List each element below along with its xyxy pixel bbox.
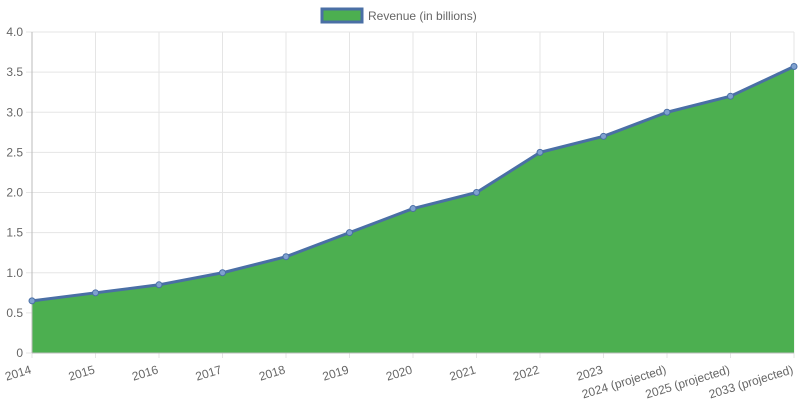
x-tick-label: 2022: [511, 362, 541, 383]
data-point[interactable]: [219, 269, 226, 277]
x-tick-label: 2017: [194, 362, 224, 383]
data-point[interactable]: [346, 229, 353, 237]
data-point[interactable]: [536, 148, 544, 156]
legend-label[interactable]: Revenue (in billions): [368, 9, 477, 23]
y-tick-label: 0: [16, 346, 23, 360]
data-point[interactable]: [282, 253, 290, 261]
x-tick-label: 2018: [257, 362, 287, 383]
point-layer: [28, 63, 798, 305]
y-tick-label: 1.0: [6, 266, 23, 280]
y-tick-label: 1.5: [6, 226, 23, 240]
legend-swatch[interactable]: [320, 7, 364, 24]
data-point[interactable]: [473, 189, 480, 196]
x-tick-label: 2014: [3, 362, 33, 383]
x-tick-label: 2019: [321, 362, 351, 383]
legend[interactable]: Revenue (in billions): [320, 7, 477, 24]
y-tick-label: 2.0: [6, 186, 23, 200]
x-tick-label: 2023: [575, 362, 605, 383]
x-tick-label: 2021: [448, 362, 478, 383]
y-tick-label: 3.5: [6, 65, 23, 79]
x-tick-label: 2020: [384, 362, 414, 383]
x-tick-label: 2016: [130, 362, 160, 383]
y-tick-label: 2.5: [6, 145, 23, 159]
data-point[interactable]: [727, 92, 734, 100]
data-point[interactable]: [155, 281, 163, 289]
data-point[interactable]: [28, 297, 36, 305]
y-tick-label: 3.0: [6, 105, 23, 119]
x-tick-label: 2015: [67, 362, 97, 383]
y-tick-label: 0.5: [6, 306, 23, 320]
data-point[interactable]: [92, 289, 99, 297]
data-point[interactable]: [663, 108, 671, 116]
data-point[interactable]: [790, 63, 798, 71]
data-point[interactable]: [409, 205, 417, 213]
y-tick-label: 4.0: [6, 25, 23, 39]
data-point[interactable]: [600, 132, 607, 140]
